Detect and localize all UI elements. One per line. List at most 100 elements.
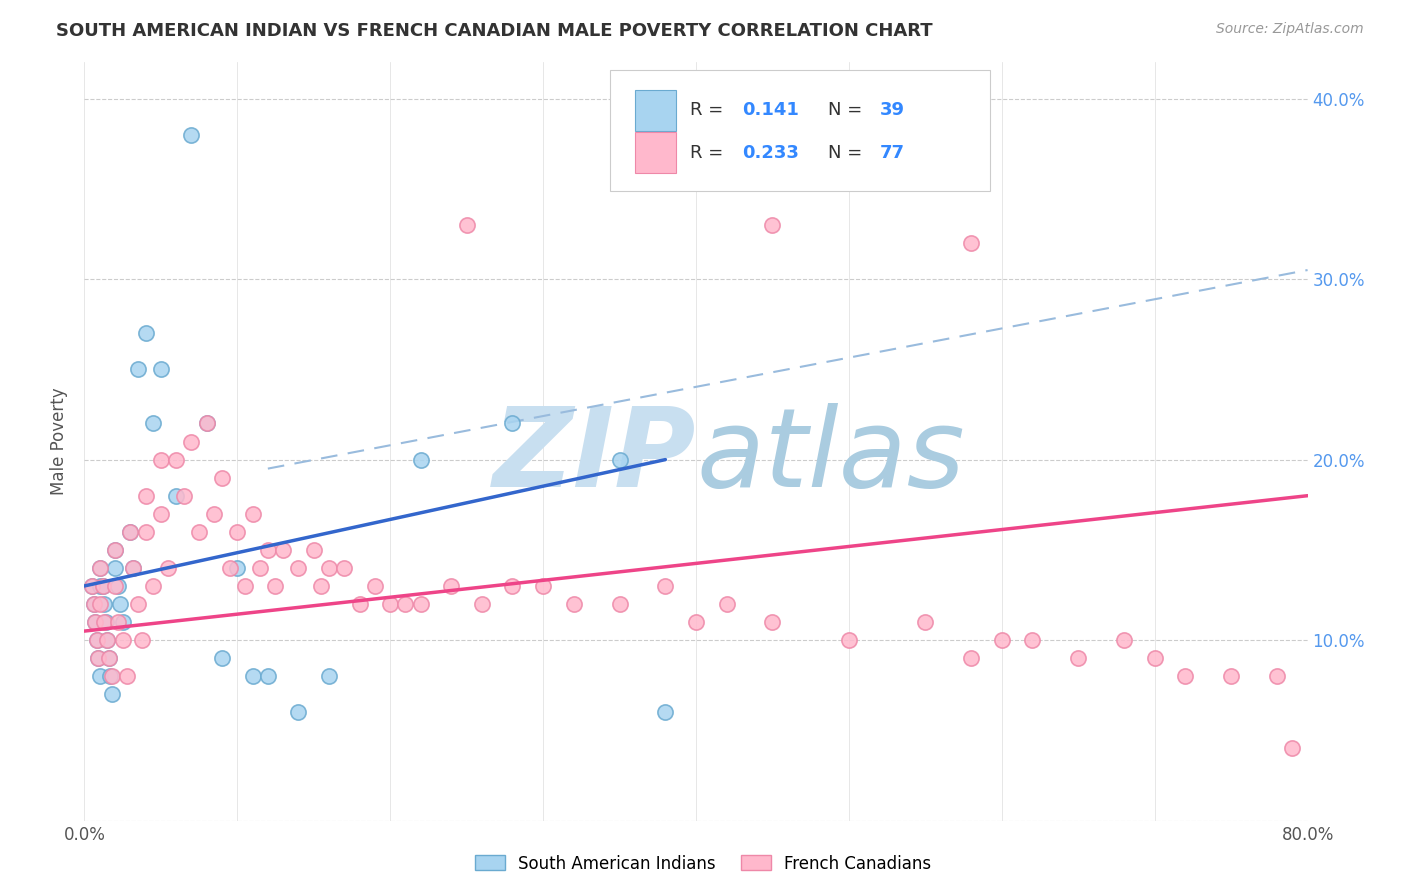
Point [502, 579, 524, 593]
Point [180, 434, 202, 449]
Legend: South American Indians, French Canadians: South American Indians, French Canadians [468, 848, 938, 880]
Point [96, 633, 118, 648]
Point [83, 597, 105, 611]
Point [195, 417, 218, 431]
Point [716, 597, 738, 611]
Point [89, 561, 111, 575]
Text: N =: N = [828, 144, 868, 161]
Point [1143, 651, 1166, 665]
Point [149, 507, 172, 521]
Point [101, 669, 124, 683]
Point [685, 615, 707, 629]
Point [914, 615, 936, 629]
Text: 77: 77 [880, 144, 904, 161]
Point [173, 489, 195, 503]
Point [86, 633, 108, 648]
Point [149, 362, 172, 376]
Point [609, 452, 631, 467]
Point [211, 651, 233, 665]
Point [115, 669, 138, 683]
Point [111, 633, 134, 648]
Point [380, 597, 402, 611]
Point [104, 542, 127, 557]
Point [249, 561, 271, 575]
Point [97, 651, 120, 665]
Point [394, 597, 416, 611]
Point [104, 542, 127, 557]
Point [142, 417, 165, 431]
Point [96, 633, 118, 648]
Point [97, 651, 120, 665]
Point [135, 489, 157, 503]
Text: 0.141: 0.141 [742, 101, 800, 120]
Point [456, 218, 478, 232]
Point [1174, 669, 1197, 683]
Point [233, 579, 256, 593]
Point [135, 326, 157, 341]
Point [131, 633, 153, 648]
Point [654, 706, 676, 720]
Point [94, 615, 117, 629]
Point [107, 615, 129, 629]
Point [264, 579, 287, 593]
Point [257, 542, 280, 557]
Point [218, 561, 240, 575]
Point [242, 507, 264, 521]
Point [333, 561, 356, 575]
Point [838, 633, 860, 648]
Point [188, 524, 211, 539]
Point [1265, 669, 1288, 683]
Point [165, 489, 187, 503]
Point [991, 633, 1014, 648]
Point [87, 651, 110, 665]
Point [84, 615, 107, 629]
Point [318, 669, 340, 683]
Point [142, 579, 165, 593]
Point [531, 579, 554, 593]
Point [127, 597, 149, 611]
Point [761, 218, 783, 232]
Point [91, 579, 114, 593]
FancyBboxPatch shape [636, 132, 676, 173]
Point [302, 542, 325, 557]
Point [89, 597, 111, 611]
Point [409, 597, 432, 611]
Point [89, 561, 111, 575]
Point [80, 579, 103, 593]
Point [960, 651, 983, 665]
Point [471, 597, 494, 611]
Point [409, 452, 432, 467]
Point [1281, 741, 1303, 756]
Point [83, 597, 105, 611]
Text: N =: N = [828, 101, 868, 120]
Point [311, 579, 333, 593]
Point [89, 579, 111, 593]
Point [1114, 633, 1136, 648]
Point [80, 579, 103, 593]
Point [502, 417, 524, 431]
Point [122, 561, 145, 575]
Point [84, 615, 107, 629]
Point [149, 452, 172, 467]
Point [1021, 633, 1043, 648]
Point [257, 669, 280, 683]
Point [761, 615, 783, 629]
Point [960, 235, 983, 250]
Text: Source: ZipAtlas.com: Source: ZipAtlas.com [1216, 22, 1364, 37]
Point [271, 542, 294, 557]
Point [318, 561, 340, 575]
Point [440, 579, 463, 593]
Point [157, 561, 180, 575]
Point [87, 651, 110, 665]
Point [562, 597, 585, 611]
Point [211, 470, 233, 484]
Point [104, 561, 127, 575]
Point [93, 597, 115, 611]
Point [1067, 651, 1090, 665]
Text: ZIP: ZIP [492, 403, 696, 510]
Point [91, 579, 114, 593]
Point [111, 615, 134, 629]
Point [120, 524, 142, 539]
Y-axis label: Male Poverty: Male Poverty [51, 388, 69, 495]
Point [104, 579, 127, 593]
